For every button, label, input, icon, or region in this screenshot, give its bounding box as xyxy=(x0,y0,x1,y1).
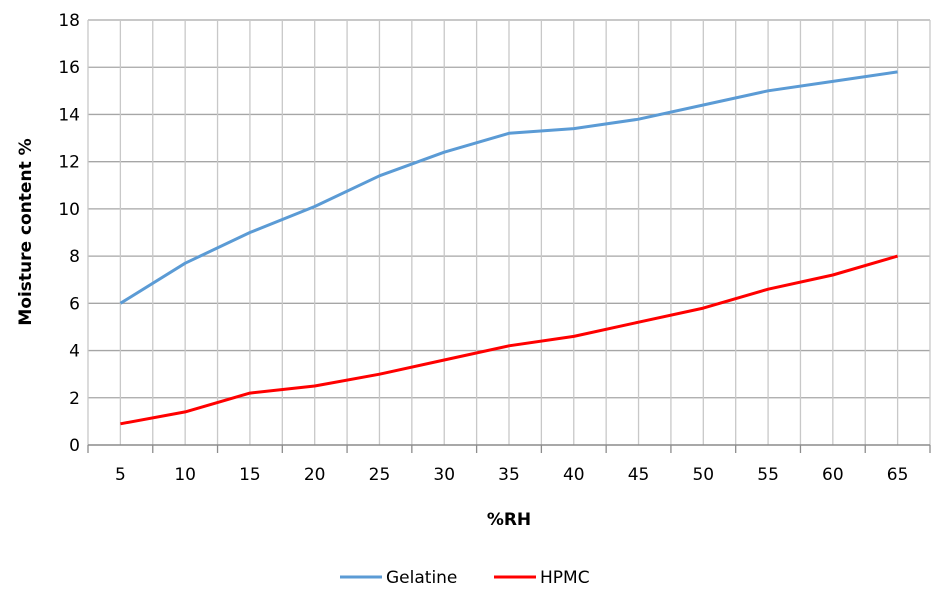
y-tick-label: 6 xyxy=(69,294,80,314)
y-tick-label: 0 xyxy=(69,436,80,456)
y-axis-title: Moisture content % xyxy=(16,138,36,325)
x-axis-tick-labels: 5 10 15 20 25 30 35 40 45 50 55 60 65 xyxy=(115,465,908,485)
legend-label-hpmc: HPMC xyxy=(540,568,590,588)
axes xyxy=(87,444,931,453)
y-tick-label: 4 xyxy=(69,342,80,362)
y-tick-label: 12 xyxy=(58,153,80,173)
y-tick-label: 10 xyxy=(58,200,80,220)
data-series xyxy=(119,70,899,426)
legend-item-hpmc[interactable]: HPMC xyxy=(494,568,590,588)
legend-item-gelatine[interactable]: Gelatine xyxy=(340,568,457,588)
x-tick-label: 10 xyxy=(174,465,196,485)
x-tick-label: 20 xyxy=(304,465,326,485)
x-tick-label: 40 xyxy=(563,465,585,485)
series-line-hpmc xyxy=(120,254,899,426)
x-tick-label: 65 xyxy=(887,465,909,485)
x-tick-label: 35 xyxy=(498,465,520,485)
y-tick-label: 18 xyxy=(58,11,80,31)
series-line-gelatine xyxy=(119,70,898,305)
legend: Gelatine HPMC xyxy=(340,568,590,588)
gridlines xyxy=(87,19,931,445)
y-tick-label: 8 xyxy=(69,247,80,267)
x-tick-label: 15 xyxy=(239,465,261,485)
x-tick-label: 50 xyxy=(692,465,714,485)
y-tick-label: 2 xyxy=(69,389,80,409)
x-tick-label: 30 xyxy=(433,465,455,485)
y-tick-label: 16 xyxy=(58,58,80,78)
x-tick-label: 45 xyxy=(628,465,650,485)
y-tick-label: 14 xyxy=(58,105,80,125)
x-tick-label: 25 xyxy=(369,465,391,485)
x-tick-label: 55 xyxy=(757,465,779,485)
legend-label-gelatine: Gelatine xyxy=(386,568,457,588)
x-axis-title: %RH xyxy=(487,510,531,530)
x-tick-label: 5 xyxy=(115,465,126,485)
x-tick-label: 60 xyxy=(822,465,844,485)
y-axis-tick-labels: 0 2 4 6 8 10 12 14 16 18 xyxy=(58,11,80,456)
